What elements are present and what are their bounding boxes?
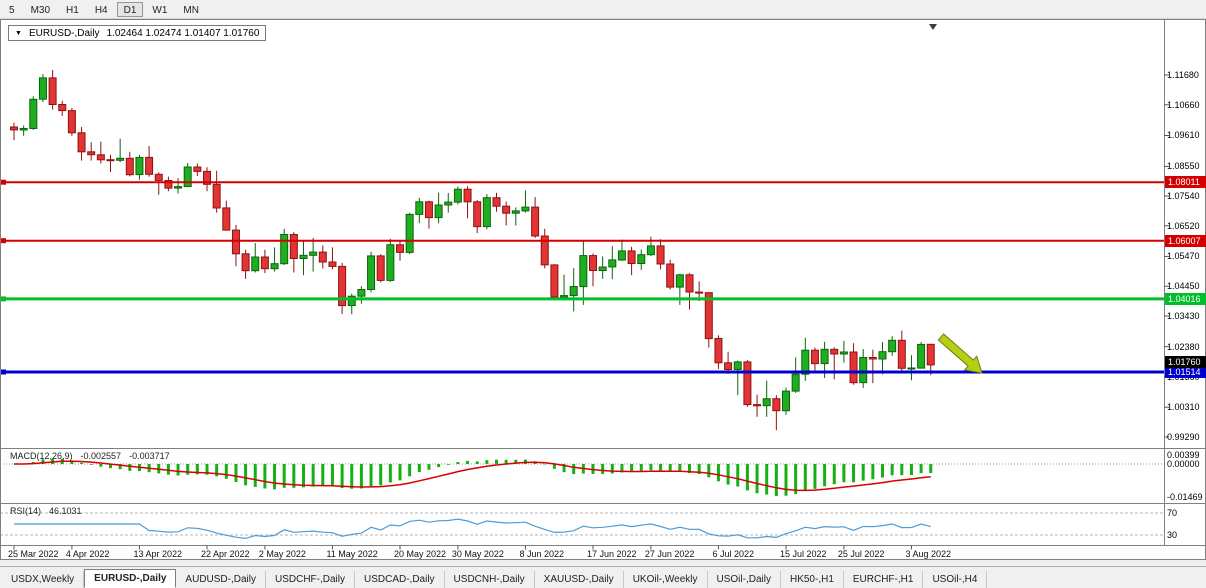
down-arrow-annotation[interactable] <box>937 333 983 374</box>
chart-tab-eurusd-daily[interactable]: EURUSD-,Daily <box>84 569 177 588</box>
rsi-indicator-label: RSI(14) 46.1031 <box>10 506 82 516</box>
rsi-value: 46.1031 <box>49 506 82 516</box>
chart-tab-ukoil-weekly[interactable]: UKOil-,Weekly <box>624 571 708 588</box>
macd-signal-value: -0.003717 <box>129 451 170 461</box>
chart-tab-usoil-daily[interactable]: USOil-,Daily <box>708 571 781 588</box>
macd-signal-line <box>14 460 931 492</box>
chart-symbol-period: EURUSD-,Daily <box>28 27 100 39</box>
macd-histogram <box>31 458 933 497</box>
candlestick-series <box>10 70 935 431</box>
chart-title-box: ▼ EURUSD-,Daily 1.02464 1.02474 1.01407 … <box>8 25 267 41</box>
timeframe-button-d1[interactable]: D1 <box>116 1 144 17</box>
timeframe-button-mn[interactable]: MN <box>183 4 199 16</box>
timeframe-button-w1[interactable]: W1 <box>152 4 168 16</box>
chart-shift-marker-icon <box>929 24 937 30</box>
chart-tab-audusd-daily[interactable]: AUDUSD-,Daily <box>176 571 266 588</box>
chart-tab-eurchf-h1[interactable]: EURCHF-,H1 <box>844 571 924 588</box>
macd-indicator-label: MACD(12,26,9) -0.002557 -0.003717 <box>10 451 170 461</box>
chart-tab-hk50-h1[interactable]: HK50-,H1 <box>781 571 844 588</box>
chart-background <box>0 19 1206 560</box>
timeframe-button-5[interactable]: 5 <box>9 4 15 16</box>
macd-main-value: -0.002557 <box>80 451 122 461</box>
chart-tab-usdchf-daily[interactable]: USDCHF-,Daily <box>266 571 355 588</box>
chart-ohlc-values: 1.02464 1.02474 1.01407 1.01760 <box>106 27 260 39</box>
chart-marker-icon: ▼ <box>15 29 22 37</box>
chart-tab-usdx-weekly[interactable]: USDX,Weekly <box>2 571 85 588</box>
rsi-name: RSI(14) <box>10 506 42 516</box>
macd-name: MACD(12,26,9) <box>10 451 73 461</box>
chart-tab-bar: USDX,Weekly EURUSD-,Daily AUDUSD-,Daily USD… <box>0 566 1206 588</box>
chart-tab-usoil-h4[interactable]: USOil-,H4 <box>923 571 988 588</box>
chart-tab-usdcad-daily[interactable]: USDCAD-,Daily <box>355 571 445 588</box>
timeframe-toolbar: 5 M30 H1 H4 D1 W1 MN <box>0 0 1206 19</box>
rsi-line <box>14 518 931 540</box>
chart-tab-usdcnh-daily[interactable]: USDCNH-,Daily <box>445 571 535 588</box>
timeframe-button-m30[interactable]: M30 <box>30 4 51 16</box>
timeframe-button-h1[interactable]: H1 <box>66 4 79 16</box>
timeframe-button-h4[interactable]: H4 <box>94 4 108 16</box>
horizontal-lines[interactable] <box>0 179 1164 375</box>
chart-tab-xauusd-daily[interactable]: XAUUSD-,Daily <box>535 571 624 588</box>
